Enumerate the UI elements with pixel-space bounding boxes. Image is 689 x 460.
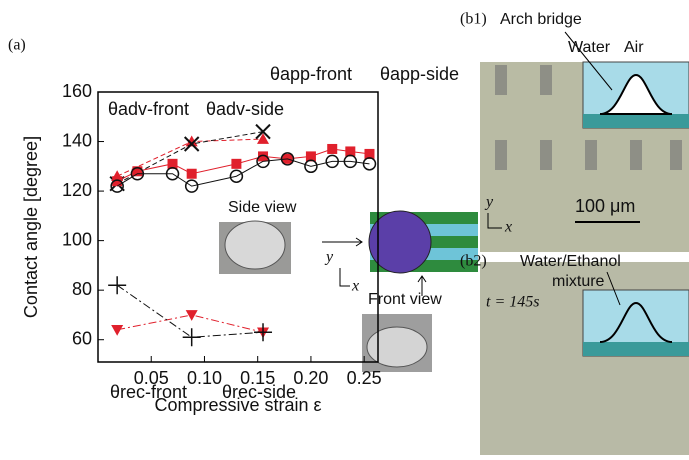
- axis: y: [484, 194, 494, 211]
- marker: [254, 323, 272, 341]
- label: Air: [624, 39, 644, 56]
- axis: y: [324, 249, 334, 266]
- y-tick-label: 100: [62, 229, 92, 249]
- y-tick-label: 140: [62, 130, 92, 150]
- series-label: θapp-side: [380, 64, 459, 84]
- axis: x: [351, 278, 359, 295]
- label: mixture: [552, 273, 605, 290]
- y-tick-label: 160: [62, 81, 92, 101]
- series-label: θrec-front: [110, 382, 187, 402]
- x-tick-label: 0.10: [187, 368, 222, 388]
- marker: [183, 328, 201, 346]
- y-tick-label: 80: [72, 279, 92, 299]
- figure: (a) (b1) Arch bridge Water Air 100 μm y …: [0, 0, 689, 455]
- droplet: [225, 221, 285, 269]
- substrate: [583, 114, 689, 128]
- label: Arch bridge: [500, 11, 582, 28]
- marker: [187, 169, 197, 179]
- marker: [231, 159, 241, 169]
- series-label: θapp-front: [270, 64, 352, 84]
- y-axis-label: Contact angle [degree]: [21, 136, 41, 318]
- y-tick-label: 120: [62, 180, 92, 200]
- label: Water/Ethanol: [520, 253, 621, 270]
- label: t = 145s: [486, 294, 539, 311]
- axis: x: [504, 219, 512, 236]
- series-label: θadv-front: [108, 99, 189, 119]
- series-label: θrec-side: [222, 382, 296, 402]
- marker: [327, 144, 337, 154]
- label: Side view: [228, 199, 297, 216]
- marker: [108, 276, 126, 294]
- substrate: [583, 342, 689, 356]
- panel-label: (b1): [460, 11, 487, 28]
- scale-label: 100 μm: [575, 196, 635, 216]
- droplet: [367, 327, 427, 367]
- panel-label: (a): [8, 37, 26, 54]
- label: Water: [568, 39, 611, 56]
- series-label: θadv-side: [206, 99, 284, 119]
- panel-label: (b2): [460, 253, 487, 270]
- x-tick-label: 0.20: [293, 368, 328, 388]
- y-tick-label: 60: [72, 328, 92, 348]
- label: Front view: [368, 291, 442, 308]
- x-tick-label: 0.25: [347, 368, 382, 388]
- marker: [111, 325, 123, 336]
